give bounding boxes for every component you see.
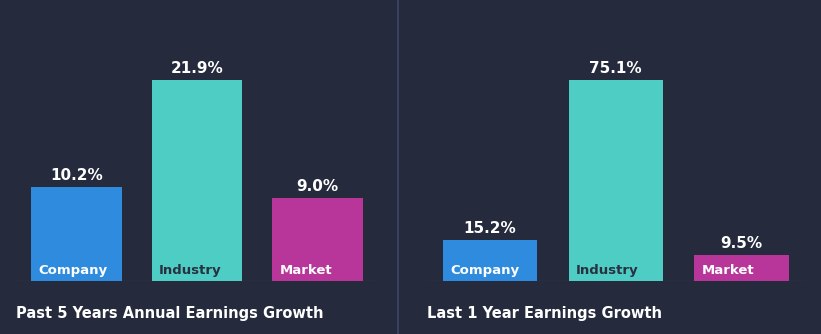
Text: 9.5%: 9.5% <box>721 236 763 251</box>
Text: Company: Company <box>450 264 520 277</box>
Bar <box>273 198 363 281</box>
Bar <box>695 255 789 281</box>
Text: Industry: Industry <box>576 264 639 277</box>
Text: Last 1 Year Earnings Growth: Last 1 Year Earnings Growth <box>427 306 662 321</box>
Text: 10.2%: 10.2% <box>50 168 103 183</box>
Text: Market: Market <box>702 264 754 277</box>
Text: 75.1%: 75.1% <box>589 61 642 76</box>
Text: 21.9%: 21.9% <box>171 61 223 76</box>
Text: Market: Market <box>279 264 333 277</box>
Text: 15.2%: 15.2% <box>464 221 516 236</box>
Bar <box>443 240 537 281</box>
Text: Company: Company <box>39 264 108 277</box>
Text: Industry: Industry <box>159 264 222 277</box>
Text: Past 5 Years Annual Earnings Growth: Past 5 Years Annual Earnings Growth <box>16 306 324 321</box>
Bar <box>31 187 122 281</box>
Text: 9.0%: 9.0% <box>296 179 338 194</box>
Bar <box>152 80 242 281</box>
Bar <box>568 80 663 281</box>
